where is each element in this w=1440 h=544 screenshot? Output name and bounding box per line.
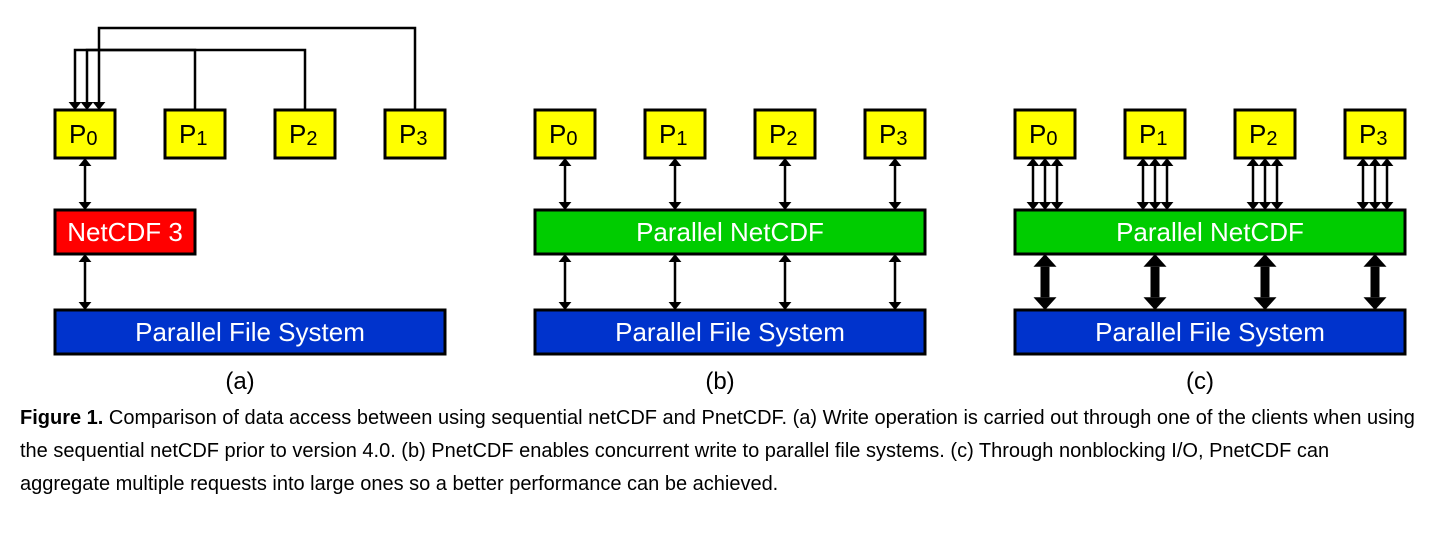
- panel-a-label: (a): [20, 368, 460, 396]
- panel-c-label: (c): [980, 368, 1420, 396]
- svg-text:Parallel File System: Parallel File System: [1095, 317, 1325, 347]
- panel-a-svg: P0P1P2P3NetCDF 3Parallel File System: [20, 10, 460, 360]
- svg-text:Parallel File System: Parallel File System: [135, 317, 365, 347]
- panel-a: P0P1P2P3NetCDF 3Parallel File System (a): [20, 10, 460, 396]
- panel-b-label: (b): [500, 368, 940, 396]
- figure-caption: Figure 1. Comparison of data access betw…: [20, 402, 1420, 501]
- svg-text:Parallel File System: Parallel File System: [615, 317, 845, 347]
- caption-figlabel: Figure 1.: [20, 407, 103, 429]
- caption-text: Comparison of data access between using …: [20, 407, 1415, 495]
- svg-text:Parallel NetCDF: Parallel NetCDF: [1116, 217, 1304, 247]
- panel-b-svg: P0P1P2P3Parallel NetCDFParallel File Sys…: [500, 10, 940, 360]
- panel-b: P0P1P2P3Parallel NetCDFParallel File Sys…: [500, 10, 940, 396]
- panel-c: P0P1P2P3Parallel NetCDFParallel File Sys…: [980, 10, 1420, 396]
- panel-c-svg: P0P1P2P3Parallel NetCDFParallel File Sys…: [980, 10, 1420, 360]
- svg-text:Parallel NetCDF: Parallel NetCDF: [636, 217, 824, 247]
- figure-row: P0P1P2P3NetCDF 3Parallel File System (a)…: [20, 10, 1420, 396]
- svg-text:NetCDF 3: NetCDF 3: [67, 217, 183, 247]
